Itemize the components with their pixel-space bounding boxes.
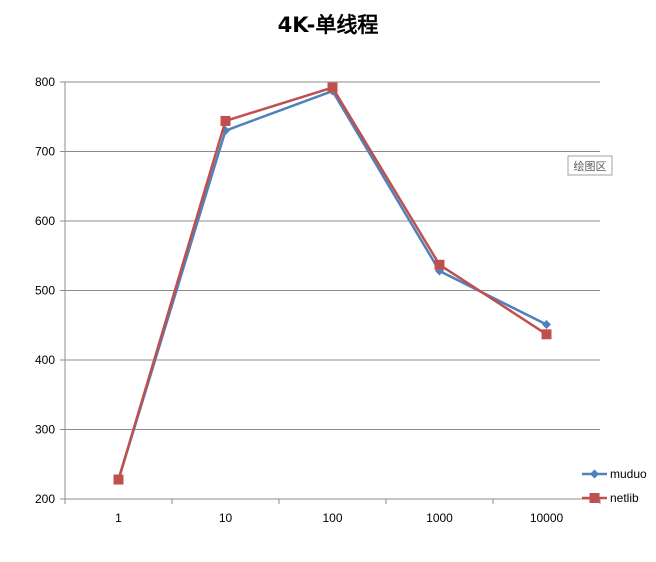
x-tick-label: 1000 [426, 511, 453, 525]
legend: muduo netlib [582, 467, 647, 505]
legend-item-muduo: muduo [582, 467, 647, 481]
legend-label: muduo [610, 467, 647, 481]
data-point-netlib[interactable] [220, 115, 231, 126]
tooltip-text: 绘图区 [574, 159, 607, 173]
data-point-muduo[interactable] [542, 320, 551, 330]
y-tick-label: 400 [35, 353, 55, 367]
series-netlib[interactable] [113, 82, 552, 485]
legend-marker[interactable] [590, 469, 599, 479]
data-point-netlib[interactable] [434, 259, 445, 270]
x-tick-label: 10 [219, 511, 233, 525]
series-muduo[interactable] [114, 86, 551, 485]
series-line-netlib[interactable] [117, 86, 548, 480]
y-tick-label: 800 [35, 75, 55, 89]
y-tick-label: 500 [35, 284, 55, 298]
y-tick-label: 200 [35, 492, 55, 506]
y-tick-label: 600 [35, 214, 55, 228]
y-tick-label: 700 [35, 145, 55, 159]
data-point-netlib[interactable] [327, 82, 338, 93]
y-tick-label: 300 [35, 423, 55, 437]
plot-series[interactable] [113, 82, 552, 485]
x-axis-ticks: 1 10 100 1000 10000 [64, 499, 601, 525]
data-point-muduo[interactable] [221, 126, 230, 136]
legend-item-netlib: netlib [582, 491, 639, 505]
x-tick-label: 100 [322, 511, 342, 525]
legend-label: netlib [610, 491, 639, 505]
series-line-muduo[interactable] [117, 89, 548, 480]
plot-area-tooltip: 绘图区 [567, 155, 613, 176]
legend-marker[interactable] [589, 493, 600, 503]
data-point-netlib[interactable] [541, 329, 552, 340]
x-tick-label: 10000 [530, 511, 564, 525]
x-tick-label: 1 [115, 511, 122, 525]
tooltip-box [567, 155, 613, 176]
data-point-netlib[interactable] [113, 474, 124, 485]
chart-title: 4K-单线程 [278, 13, 379, 37]
y-axis-ticks: 200 300 400 500 600 700 800 [35, 75, 65, 506]
gridlines [65, 81, 600, 500]
